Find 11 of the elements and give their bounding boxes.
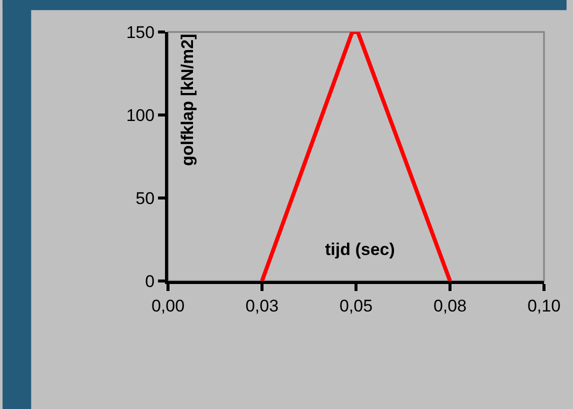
y-tick-label: 100 <box>126 106 155 125</box>
y-tick-label: 150 <box>126 22 155 42</box>
x-tick-label: 0,05 <box>339 296 373 316</box>
x-tick-label: 0,08 <box>433 296 467 316</box>
y-tick-label: 50 <box>136 188 155 208</box>
y-tick-label: 0 <box>145 272 155 291</box>
x-tick-label: 0,10 <box>527 296 561 316</box>
x-axis-title: tijd (sec) <box>325 240 395 259</box>
y-axis-title: golfklap [kN/m2] <box>178 34 198 166</box>
x-tick-label: 0,00 <box>151 296 185 316</box>
x-tick-label: 0,03 <box>245 296 279 316</box>
